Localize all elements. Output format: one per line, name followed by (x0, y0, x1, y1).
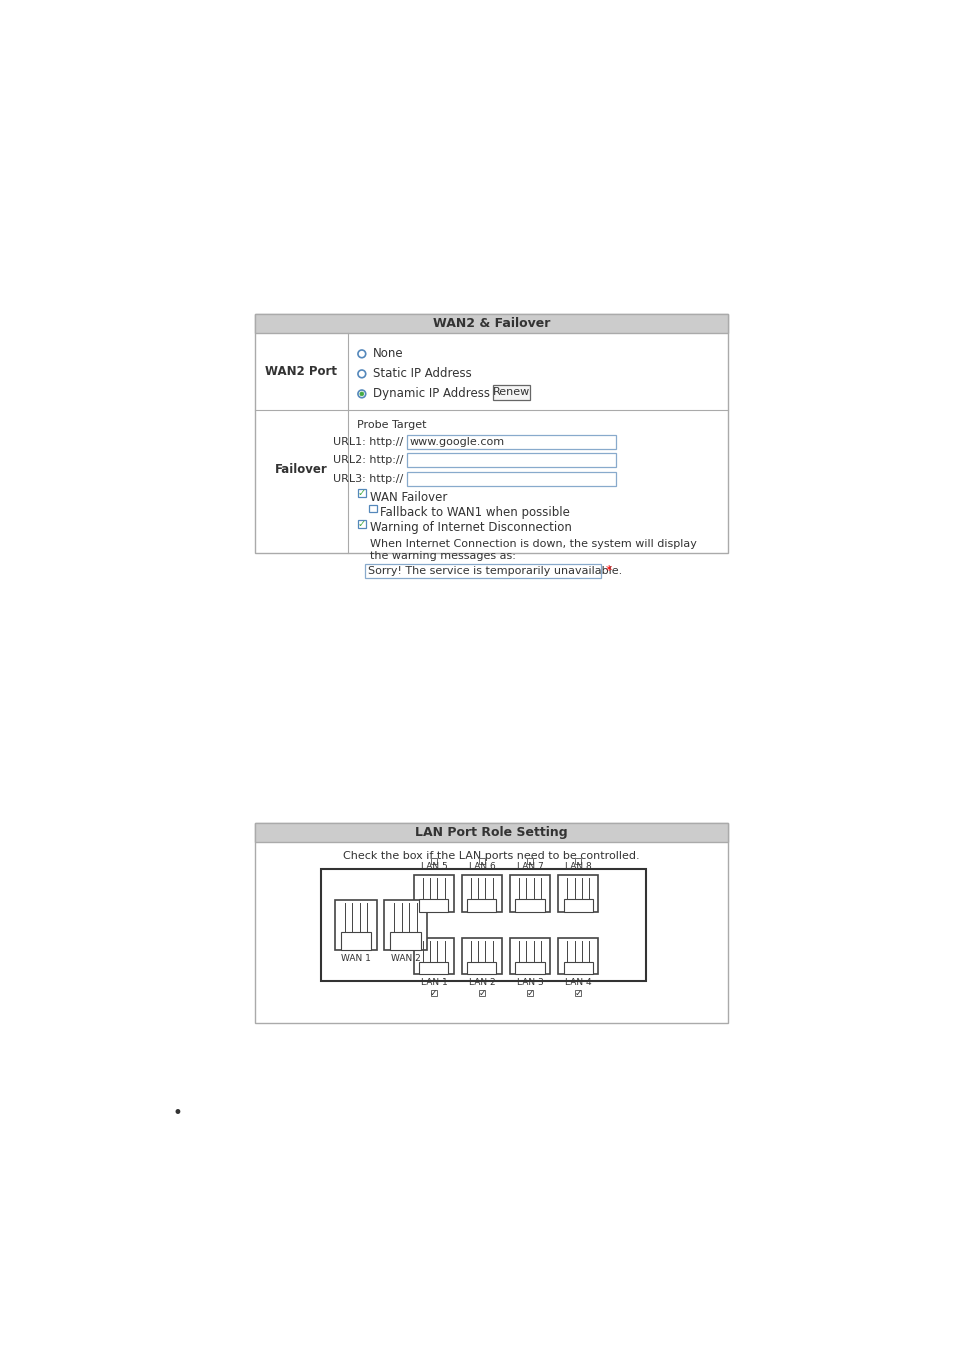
Bar (419, 962, 448, 974)
Text: LAN 6: LAN 6 (468, 862, 495, 871)
Text: Probe Target: Probe Target (356, 420, 426, 430)
Circle shape (357, 350, 365, 358)
Text: •: • (172, 1104, 182, 1123)
Bar (365, 565, 600, 578)
Circle shape (357, 390, 365, 397)
Text: LAN 7: LAN 7 (517, 862, 543, 871)
Text: ✓: ✓ (526, 989, 533, 997)
Bar (406, 435, 616, 449)
Bar (478, 858, 484, 865)
Text: ✓: ✓ (357, 519, 366, 530)
Bar (340, 932, 371, 950)
Bar (254, 823, 727, 842)
Text: ✓: ✓ (430, 989, 437, 997)
Text: WAN 1: WAN 1 (341, 954, 371, 963)
Bar (509, 938, 550, 974)
Text: www.google.com: www.google.com (410, 436, 504, 447)
Bar (515, 962, 544, 974)
Text: None: None (373, 347, 403, 361)
Text: URL1: http://: URL1: http:// (334, 436, 403, 447)
Text: Static IP Address: Static IP Address (373, 367, 471, 381)
Bar (390, 932, 420, 950)
Text: LAN 8: LAN 8 (564, 862, 591, 871)
Bar (406, 453, 616, 467)
Bar (335, 900, 377, 950)
Text: WAN2 & Failover: WAN2 & Failover (432, 317, 549, 330)
Text: LAN 5: LAN 5 (420, 862, 447, 871)
Bar (526, 858, 533, 865)
Text: ✓: ✓ (477, 989, 485, 997)
Bar (461, 875, 501, 912)
Bar (467, 962, 496, 974)
Bar (467, 900, 496, 912)
Text: ✓: ✓ (357, 488, 366, 499)
Text: *: * (605, 565, 612, 577)
Text: WAN 2: WAN 2 (391, 954, 420, 963)
Circle shape (357, 370, 365, 378)
Bar (563, 900, 592, 912)
Bar (526, 990, 533, 996)
Bar (419, 900, 448, 912)
Text: Check the box if the LAN ports need to be controlled.: Check the box if the LAN ports need to b… (342, 851, 639, 861)
Bar (575, 858, 580, 865)
Text: WAN Failover: WAN Failover (369, 490, 447, 504)
Text: WAN2 Port: WAN2 Port (265, 365, 337, 378)
Bar (558, 875, 598, 912)
Bar (493, 385, 530, 400)
Text: LAN Port Role Setting: LAN Port Role Setting (415, 825, 567, 839)
Bar (478, 990, 484, 996)
Bar (414, 875, 454, 912)
Bar (406, 471, 616, 485)
Bar (254, 313, 727, 553)
Bar (414, 938, 454, 974)
Text: Fallback to WAN1 when possible: Fallback to WAN1 when possible (380, 507, 570, 519)
Bar (509, 875, 550, 912)
Bar (515, 900, 544, 912)
Text: LAN 1: LAN 1 (420, 978, 447, 988)
Text: Renew: Renew (493, 388, 530, 397)
Text: LAN 4: LAN 4 (564, 978, 591, 988)
Text: LAN 3: LAN 3 (517, 978, 543, 988)
Circle shape (359, 392, 363, 396)
Bar (461, 938, 501, 974)
Text: the warning messages as:: the warning messages as: (369, 551, 515, 562)
Bar (369, 505, 376, 512)
Text: URL2: http://: URL2: http:// (333, 455, 403, 465)
Bar (575, 990, 580, 996)
Text: URL3: http://: URL3: http:// (334, 474, 403, 484)
Bar (357, 489, 365, 497)
Bar (254, 823, 727, 1023)
Text: Sorry! The service is temporarily unavailable.: Sorry! The service is temporarily unavai… (368, 566, 621, 576)
Bar (254, 313, 727, 334)
Text: When Internet Connection is down, the system will display: When Internet Connection is down, the sy… (369, 539, 696, 549)
Bar (320, 869, 645, 981)
Bar (384, 900, 427, 950)
Text: Failover: Failover (274, 463, 328, 477)
Bar (357, 520, 365, 528)
Text: LAN 2: LAN 2 (468, 978, 495, 988)
Bar (563, 962, 592, 974)
Text: Warning of Internet Disconnection: Warning of Internet Disconnection (369, 521, 571, 535)
Bar (558, 938, 598, 974)
Bar (431, 990, 436, 996)
Text: ✓: ✓ (574, 989, 581, 997)
Bar (431, 858, 436, 865)
Text: Dynamic IP Address: Dynamic IP Address (373, 388, 489, 400)
